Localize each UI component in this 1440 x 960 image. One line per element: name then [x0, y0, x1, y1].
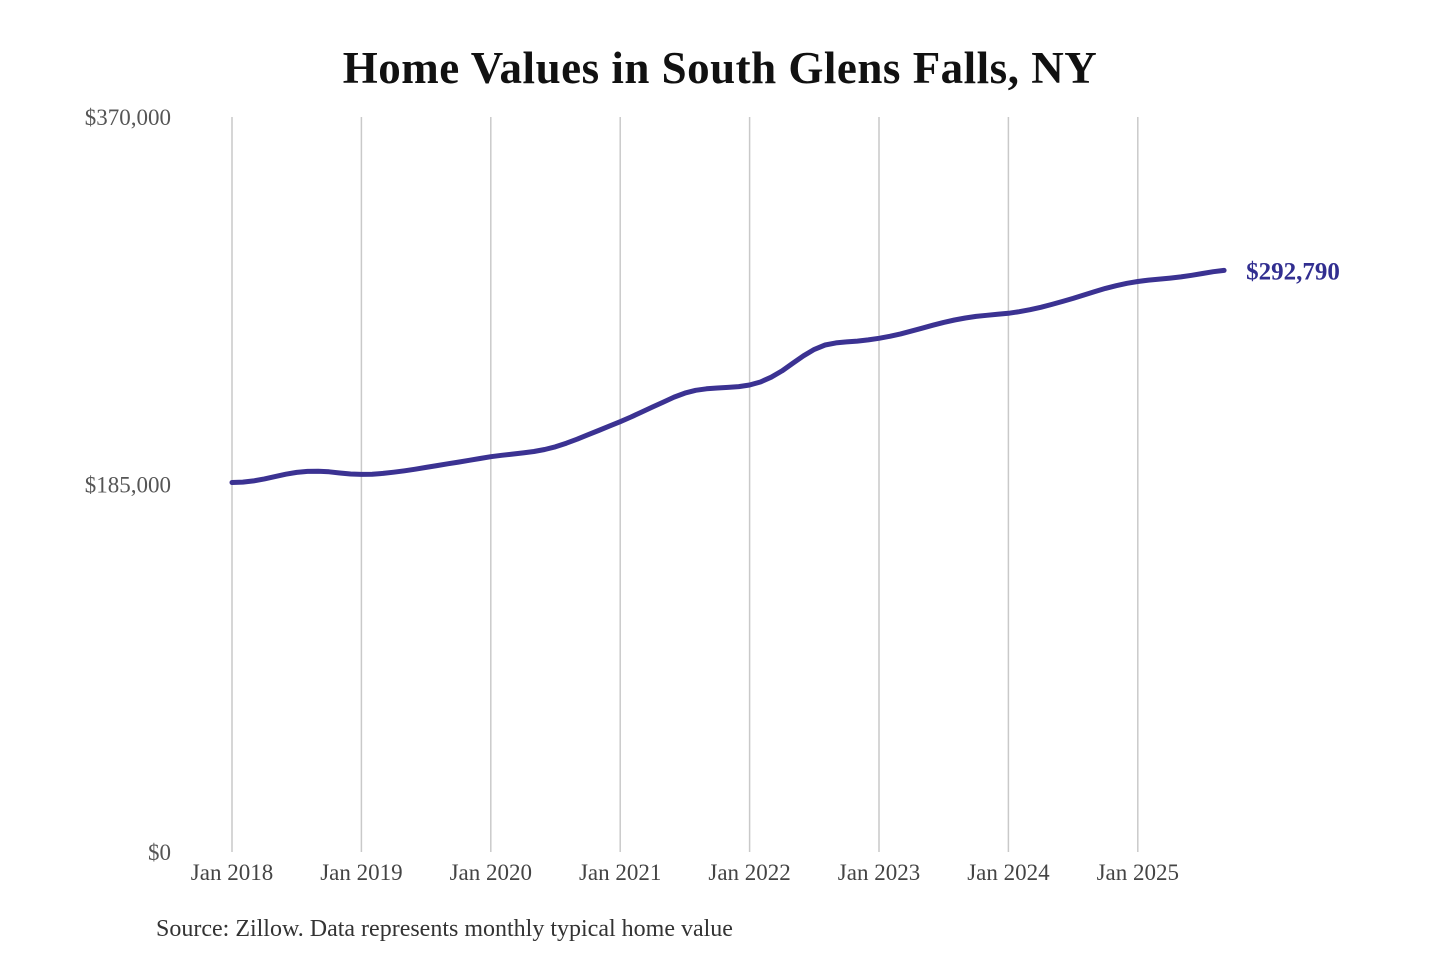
x-axis-tick-label: Jan 2018 — [191, 860, 273, 885]
x-axis-tick-label: Jan 2021 — [579, 860, 661, 885]
x-axis-tick-label: Jan 2022 — [708, 860, 790, 885]
x-axis-tick-label: Jan 2025 — [1097, 860, 1179, 885]
y-axis-tick-label: $370,000 — [85, 105, 171, 130]
y-axis-tick-label: $185,000 — [85, 473, 171, 498]
x-axis-tick-label: Jan 2023 — [838, 860, 920, 885]
home-value-line — [229, 267, 1227, 485]
source-note: Source: Zillow. Data represents monthly … — [156, 916, 733, 942]
x-axis-tick-label: Jan 2019 — [320, 860, 402, 885]
y-axis-tick-label: $0 — [148, 840, 171, 865]
chart-title: Home Values in South Glens Falls, NY — [342, 43, 1098, 93]
x-axis-tick-label: Jan 2024 — [967, 860, 1050, 885]
x-axis-tick-label: Jan 2020 — [450, 860, 532, 885]
end-value-label: $292,790 — [1246, 258, 1340, 285]
